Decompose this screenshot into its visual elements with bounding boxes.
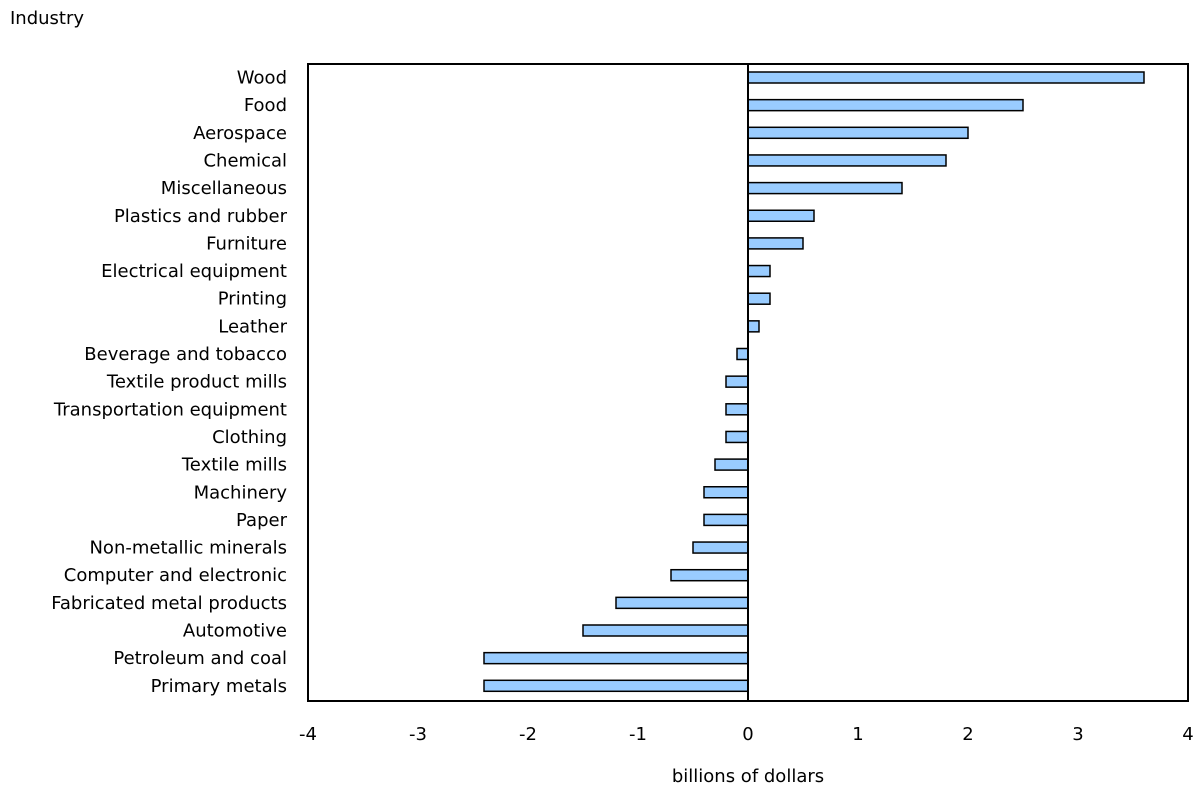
bar	[692, 541, 749, 554]
category-labels: Wood Food Aerospace Chemical Miscellaneous Pl…	[51, 68, 287, 697]
bar	[736, 347, 749, 361]
category-label: Wood	[237, 68, 287, 89]
category-label: Printing	[218, 289, 287, 310]
x-tick-labels: -4 -3 -2 -1 0 1 2 3 4	[299, 724, 1194, 745]
bar	[747, 181, 903, 195]
bar	[483, 679, 749, 693]
bar	[747, 154, 947, 167]
bar	[747, 292, 771, 305]
category-label: Leather	[218, 316, 287, 337]
bar	[725, 375, 749, 388]
bar	[747, 98, 1024, 112]
bar	[714, 458, 749, 471]
bar	[725, 403, 749, 416]
bar	[747, 71, 1145, 84]
x-tick-label: 0	[742, 724, 753, 745]
bar	[582, 624, 749, 637]
category-label: Plastics and rubber	[114, 206, 288, 227]
category-label: Miscellaneous	[161, 178, 287, 199]
bar	[747, 237, 804, 250]
y-axis-title: Industry	[10, 8, 84, 29]
bar	[615, 596, 749, 610]
bar	[747, 209, 815, 222]
bar	[725, 430, 749, 444]
bar	[483, 651, 749, 665]
category-label: Electrical equipment	[101, 261, 287, 282]
category-label: Beverage and tobacco	[84, 344, 287, 365]
bar	[670, 568, 749, 582]
category-label: Computer and electronic	[64, 565, 287, 586]
x-tick-label: -4	[299, 724, 317, 745]
x-tick-label: -1	[629, 724, 647, 745]
category-label: Furniture	[206, 233, 287, 254]
category-label: Textile product mills	[106, 372, 287, 393]
category-label: Aerospace	[193, 123, 287, 144]
category-label: Non-metallic minerals	[89, 538, 287, 559]
bar	[703, 513, 749, 527]
category-label: Fabricated metal products	[51, 593, 287, 614]
category-label: Chemical	[203, 150, 287, 171]
category-label: Transportation equipment	[53, 399, 287, 420]
x-tick-label: 1	[852, 724, 863, 745]
category-label: Primary metals	[151, 676, 287, 697]
bar	[703, 486, 749, 499]
category-label: Automotive	[183, 621, 287, 642]
x-tick-label: 4	[1182, 724, 1193, 745]
category-label: Machinery	[194, 482, 288, 503]
category-label: Paper	[236, 510, 288, 531]
category-label: Petroleum and coal	[113, 648, 287, 669]
x-tick-label: -3	[409, 724, 427, 745]
bars-group	[483, 71, 1145, 693]
bar	[747, 126, 969, 140]
bar	[747, 264, 771, 278]
x-tick-label: 2	[962, 724, 973, 745]
x-axis-title: billions of dollars	[672, 766, 824, 786]
x-tick-label: 3	[1072, 724, 1083, 745]
x-tick-label: -2	[519, 724, 537, 745]
bar	[747, 320, 760, 333]
category-label: Clothing	[212, 427, 287, 448]
category-label: Food	[244, 95, 287, 116]
category-label: Textile mills	[181, 455, 287, 476]
